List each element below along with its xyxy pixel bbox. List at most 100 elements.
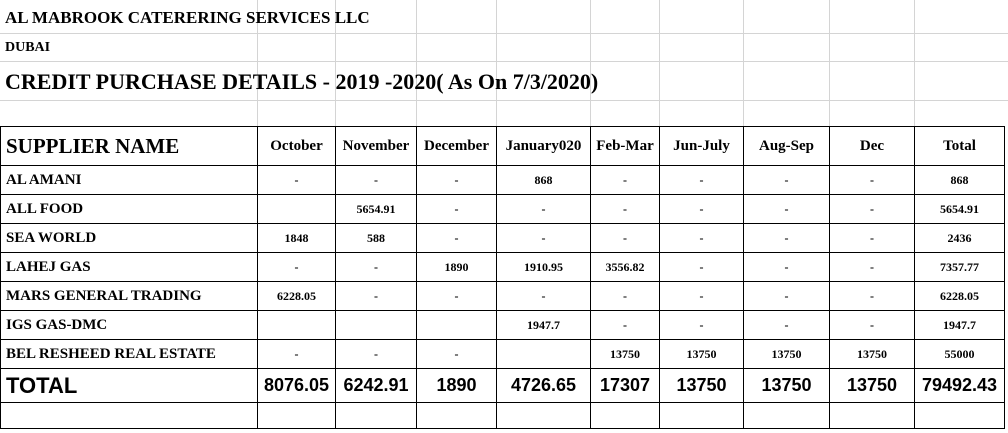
- amount-cell: [257, 194, 336, 224]
- amount-cell: 868: [496, 165, 591, 195]
- gridline: [914, 0, 915, 126]
- company-name: AL MABROOK CATERERING SERVICES LLC: [5, 8, 370, 27]
- gridline: [743, 0, 744, 126]
- amount-cell: 1848: [257, 223, 336, 253]
- amount-cell: 13750: [590, 339, 660, 369]
- total-cell: 8076.05: [257, 368, 336, 403]
- row-total-cell: 1947.7: [914, 310, 1005, 340]
- table-row: MARS GENERAL TRADING 6228.05- - - - - - -6228.0…: [0, 281, 1005, 311]
- gridline: [0, 61, 1008, 62]
- amount-cell: -: [743, 165, 830, 195]
- total-row: TOTAL 8076.05 6242.91 1890 4726.65 17307…: [0, 368, 1005, 403]
- total-cell: 4726.65: [496, 368, 591, 403]
- supplier-name-cell: ALL FOOD: [0, 194, 258, 224]
- amount-cell: -: [496, 223, 591, 253]
- total-cell: 6242.91: [335, 368, 417, 403]
- amount-cell: 588: [335, 223, 417, 253]
- supplier-name-cell: IGS GAS-DMC: [0, 310, 258, 340]
- supplier-name-cell: LAHEJ GAS: [0, 252, 258, 282]
- table-row: AL AMANI - - -868- - - -868: [0, 165, 1005, 195]
- header-total: Total: [914, 126, 1005, 166]
- amount-cell: -: [590, 223, 660, 253]
- supplier-name-cell: AL AMANI: [0, 165, 258, 195]
- table-row: SEA WORLD 1848 588- - - - - -2436: [0, 223, 1005, 253]
- row-total-cell: 5654.91: [914, 194, 1005, 224]
- amount-cell: -: [496, 194, 591, 224]
- header-october: October: [257, 126, 336, 166]
- amount-cell: -: [416, 223, 497, 253]
- amount-cell: -: [829, 165, 915, 195]
- total-cell: 13750: [659, 368, 744, 403]
- empty-cell: [743, 402, 830, 429]
- amount-cell: [416, 310, 497, 340]
- amount-cell: -: [743, 252, 830, 282]
- amount-cell: -: [743, 194, 830, 224]
- row-total-cell: 55000: [914, 339, 1005, 369]
- table-row: IGS GAS-DMC 1947.7- - - -1947.7: [0, 310, 1005, 340]
- supplier-name-cell: MARS GENERAL TRADING: [0, 281, 258, 311]
- empty-cell: [335, 402, 417, 429]
- amount-cell: -: [829, 310, 915, 340]
- amount-cell: 13750: [829, 339, 915, 369]
- gridline: [416, 0, 417, 126]
- amount-cell: -: [659, 310, 744, 340]
- amount-cell: 1890: [416, 252, 497, 282]
- amount-cell: [335, 310, 417, 340]
- supplier-name-cell: BEL RESHEED REAL ESTATE: [0, 339, 258, 369]
- amount-cell: -: [416, 194, 497, 224]
- row-total-cell: 2436: [914, 223, 1005, 253]
- supplier-name-cell: SEA WORLD: [0, 223, 258, 253]
- amount-cell: 3556.82: [590, 252, 660, 282]
- grand-total-cell: 79492.43: [914, 368, 1005, 403]
- amount-cell: -: [590, 165, 660, 195]
- amount-cell: -: [659, 252, 744, 282]
- gridline: [829, 0, 830, 126]
- gridline: [590, 0, 591, 126]
- amount-cell: 1910.95: [496, 252, 591, 282]
- amount-cell: -: [416, 165, 497, 195]
- amount-cell: [257, 310, 336, 340]
- gridline: [257, 0, 258, 126]
- header-january: January020: [496, 126, 591, 166]
- header-november: November: [335, 126, 417, 166]
- header-jun-july: Jun-July: [659, 126, 744, 166]
- amount-cell: [496, 339, 591, 369]
- table-row: BEL RESHEED REAL ESTATE - - -13750 13750 1375…: [0, 339, 1005, 369]
- credit-purchase-table: SUPPLIER NAME October November December …: [0, 126, 1005, 429]
- amount-cell: -: [257, 252, 336, 282]
- amount-cell: 13750: [743, 339, 830, 369]
- total-cell: 13750: [829, 368, 915, 403]
- gridline: [496, 0, 497, 126]
- empty-cell: [0, 402, 258, 429]
- amount-cell: -: [590, 310, 660, 340]
- table-row: ALL FOOD 5654.91- - - - - -5654.91: [0, 194, 1005, 224]
- amount-cell: -: [590, 194, 660, 224]
- amount-cell: -: [829, 194, 915, 224]
- amount-cell: -: [829, 252, 915, 282]
- header-row: SUPPLIER NAME October November December …: [0, 126, 1005, 166]
- total-cell: 13750: [743, 368, 830, 403]
- gridline: [0, 100, 1008, 101]
- empty-cell: [416, 402, 497, 429]
- row-total-cell: 6228.05: [914, 281, 1005, 311]
- amount-cell: -: [496, 281, 591, 311]
- amount-cell: -: [829, 223, 915, 253]
- amount-cell: -: [743, 223, 830, 253]
- header-supplier-name: SUPPLIER NAME: [0, 126, 258, 166]
- amount-cell: 5654.91: [335, 194, 417, 224]
- amount-cell: -: [743, 310, 830, 340]
- amount-cell: 1947.7: [496, 310, 591, 340]
- amount-cell: 6228.05: [257, 281, 336, 311]
- amount-cell: -: [257, 339, 336, 369]
- amount-cell: -: [659, 223, 744, 253]
- amount-cell: -: [257, 165, 336, 195]
- amount-cell: -: [659, 194, 744, 224]
- amount-cell: -: [335, 339, 417, 369]
- amount-cell: -: [335, 165, 417, 195]
- empty-cell: [829, 402, 915, 429]
- amount-cell: -: [416, 281, 497, 311]
- report-title: CREDIT PURCHASE DETAILS - 2019 -2020( As…: [5, 68, 599, 94]
- blank-row: [0, 402, 1005, 429]
- total-cell: 1890: [416, 368, 497, 403]
